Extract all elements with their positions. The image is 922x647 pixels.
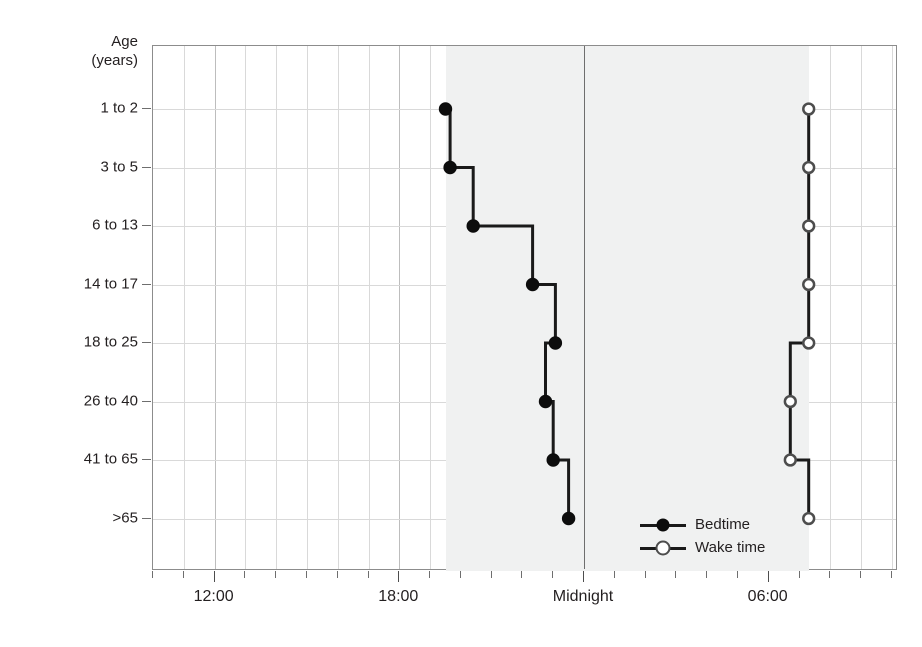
x-axis-tick bbox=[613, 571, 615, 578]
sleep-band bbox=[445, 46, 809, 571]
legend-item-wake-time: Wake time bbox=[640, 536, 765, 559]
y-axis-tick bbox=[142, 517, 151, 519]
data-point-wake-time bbox=[802, 219, 816, 233]
legend-label-wake-time: Wake time bbox=[695, 539, 766, 556]
x-axis-tick bbox=[860, 571, 862, 578]
y-axis-tick bbox=[142, 459, 151, 460]
x-axis-tick-label: 06:00 bbox=[747, 588, 788, 605]
x-axis-tick-label: 18:00 bbox=[378, 588, 419, 605]
data-point-bedtime bbox=[525, 277, 540, 292]
x-axis-tick bbox=[275, 571, 277, 578]
y-axis-tick-label: >65 bbox=[112, 509, 138, 526]
x-axis-tick bbox=[798, 571, 800, 578]
x-axis-tick bbox=[552, 571, 554, 578]
data-point-wake-time bbox=[802, 102, 816, 116]
x-axis-tick bbox=[890, 571, 892, 578]
data-series-layer bbox=[438, 102, 816, 526]
data-point-wake-time bbox=[783, 453, 797, 467]
data-point-wake-time bbox=[802, 511, 816, 526]
data-point-bedtime bbox=[538, 394, 553, 409]
x-axis-tick bbox=[736, 571, 738, 578]
x-axis-tick-label: 12:00 bbox=[193, 588, 234, 605]
x-axis-tick bbox=[767, 571, 769, 582]
data-point-bedtime bbox=[548, 336, 563, 350]
x-axis-tick bbox=[829, 571, 831, 578]
x-axis-tick bbox=[305, 571, 307, 578]
legend-item-bedtime: Bedtime bbox=[640, 513, 765, 536]
x-axis-tick bbox=[490, 571, 492, 578]
legend-swatch-bedtime bbox=[640, 518, 686, 532]
x-axis-tick bbox=[152, 571, 153, 578]
x-axis-tick bbox=[182, 571, 184, 578]
x-axis-tick bbox=[583, 571, 584, 582]
y-axis-tick bbox=[142, 342, 151, 343]
data-point-bedtime bbox=[561, 511, 576, 526]
y-axis-tick-label: 26 to 40 bbox=[83, 392, 138, 409]
data-point-wake-time bbox=[802, 160, 816, 175]
x-axis-tick bbox=[367, 571, 369, 578]
y-axis-tick bbox=[142, 108, 151, 109]
x-axis-tick bbox=[429, 571, 431, 578]
data-point-wake-time bbox=[802, 277, 816, 292]
data-point-wake-time bbox=[802, 336, 816, 350]
y-axis-title: Age (years) bbox=[91, 32, 138, 70]
x-axis-tick bbox=[336, 571, 338, 578]
x-axis-tick bbox=[644, 571, 646, 578]
x-axis-tick bbox=[675, 571, 677, 578]
y-axis-title-line-2: (years) bbox=[91, 52, 138, 69]
data-point-bedtime bbox=[466, 219, 480, 233]
y-axis-tick-label: 1 to 2 bbox=[100, 99, 138, 117]
data-point-wake-time bbox=[783, 394, 797, 409]
y-axis-tick bbox=[142, 400, 151, 402]
x-axis-tick bbox=[398, 571, 400, 582]
data-point-bedtime bbox=[443, 160, 457, 175]
plot-area bbox=[152, 45, 897, 571]
legend-swatch-wake-time bbox=[640, 540, 686, 555]
y-axis-tick-label: 18 to 25 bbox=[83, 333, 138, 351]
y-axis-title-line-1: Age bbox=[111, 33, 138, 50]
x-axis-tick bbox=[459, 571, 461, 578]
y-axis-tick-label: 14 to 17 bbox=[83, 275, 138, 292]
y-axis-tick bbox=[142, 166, 151, 168]
y-axis-tick bbox=[142, 283, 151, 285]
y-axis-tick bbox=[142, 225, 151, 226]
x-axis-tick-label: Midnight bbox=[552, 588, 614, 605]
x-axis-tick bbox=[706, 571, 708, 578]
x-axis-tick bbox=[244, 571, 246, 578]
x-axis-tick bbox=[521, 571, 523, 578]
legend-label-bedtime: Bedtime bbox=[695, 516, 751, 533]
x-axis-tick bbox=[213, 571, 215, 582]
legend: Bedtime Wake time bbox=[640, 513, 765, 559]
data-point-bedtime bbox=[438, 102, 453, 116]
y-axis-tick-label: 3 to 5 bbox=[100, 158, 138, 175]
data-point-bedtime bbox=[546, 453, 560, 467]
y-axis-tick-label: 6 to 13 bbox=[92, 216, 138, 234]
y-axis-tick-label: 41 to 65 bbox=[83, 450, 138, 468]
